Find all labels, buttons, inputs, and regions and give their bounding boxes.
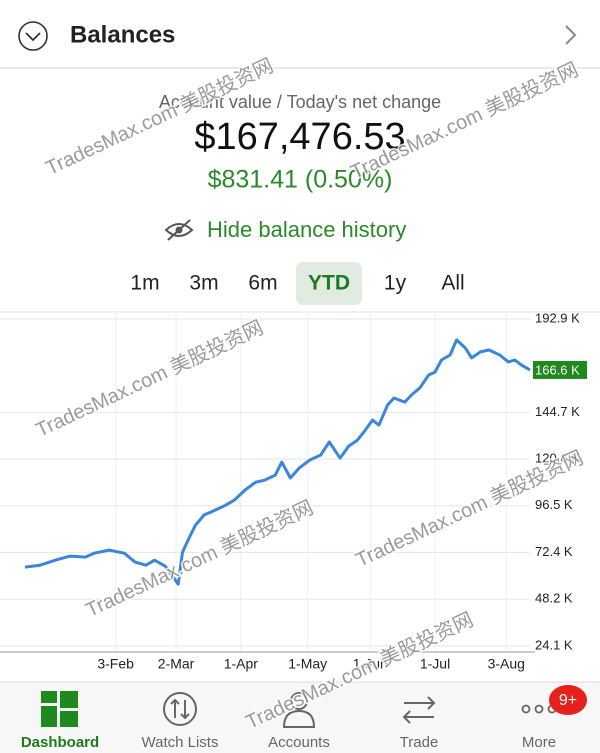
badge-bg bbox=[549, 685, 587, 715]
nav-label[interactable]: Accounts bbox=[268, 734, 330, 751]
range-label: YTD bbox=[308, 272, 350, 295]
y-tick-label: 72.4 K bbox=[535, 544, 573, 559]
collapse-button[interactable] bbox=[18, 21, 48, 51]
range-option[interactable]: YTD bbox=[296, 262, 362, 305]
balance-line bbox=[24, 338, 531, 586]
y-tick-label: 192.9 K bbox=[535, 310, 580, 325]
range-selector: 1m 3m 6m YTD 1y All bbox=[130, 262, 465, 305]
y-tick-label: 48.2 K bbox=[535, 591, 573, 606]
x-tick-label: 2-Mar bbox=[158, 656, 195, 672]
range-label: 1y bbox=[384, 272, 407, 295]
y-tick-label: 24.1 K bbox=[535, 637, 573, 652]
nav-label[interactable]: Dashboard bbox=[21, 734, 99, 751]
x-tick-label: 1-May bbox=[288, 656, 327, 672]
y-tick-label: 144.7 K bbox=[535, 404, 580, 419]
x-tick-label: 1-Jun bbox=[353, 656, 388, 672]
accounts-icon bbox=[282, 692, 316, 728]
watchlist-icon bbox=[163, 692, 197, 726]
hide-history-button[interactable]: Hide balance history bbox=[164, 217, 406, 242]
x-tick-label: 3-Aug bbox=[488, 656, 525, 672]
account-value: $167,476.53 bbox=[194, 116, 405, 158]
chart: 3-Feb 2-Mar 1-Apr 1-May 1-Jun 1-Jul 3-Aug 24.1 … bbox=[0, 310, 600, 672]
range-option[interactable]: 6m bbox=[248, 272, 277, 295]
range-selected-bg bbox=[296, 262, 362, 305]
range-option[interactable]: All bbox=[441, 272, 464, 295]
range-label: 3m bbox=[189, 272, 218, 295]
open-chevron[interactable] bbox=[565, 25, 577, 45]
eye-slash bbox=[167, 219, 191, 241]
range-label: 1m bbox=[130, 272, 159, 295]
range-option[interactable]: 1m bbox=[130, 272, 159, 295]
range-option[interactable]: 1y bbox=[384, 272, 407, 295]
toggle-label: Hide balance history bbox=[207, 217, 406, 242]
watermark: TradesMax.com 美股投资网 bbox=[82, 496, 317, 622]
current-value-box bbox=[533, 360, 587, 379]
badge-label: 9+ bbox=[559, 692, 577, 709]
y-tick-label: 96.5 K bbox=[535, 497, 573, 512]
trade-icon bbox=[402, 696, 436, 724]
account-label: Account value / Today's net change bbox=[159, 92, 441, 112]
collapse-icon bbox=[25, 32, 41, 42]
nav-label[interactable]: More bbox=[522, 734, 556, 751]
x-tick-label: 3-Feb bbox=[97, 656, 134, 672]
header-title: Balances bbox=[70, 21, 175, 48]
header: Balances bbox=[0, 21, 600, 69]
range-label: All bbox=[441, 272, 464, 295]
x-tick-label: 1-Jul bbox=[420, 656, 450, 672]
range-label: 6m bbox=[248, 272, 277, 295]
x-tick-label: 1-Apr bbox=[224, 656, 259, 672]
current-value-label: 166.6 K bbox=[535, 362, 580, 377]
range-option[interactable]: 3m bbox=[189, 272, 218, 295]
bottom-nav: Dashboard Watch Lists Accounts Trade More 9+ bbox=[0, 681, 600, 753]
dashboard-icon bbox=[41, 691, 78, 727]
watermark: TradesMax.com 美股投资网 bbox=[32, 316, 267, 442]
net-change: $831.41 (0.50%) bbox=[208, 166, 393, 194]
y-tick-label: 120.6 K bbox=[535, 450, 580, 465]
nav-label[interactable]: Watch Lists bbox=[142, 734, 219, 751]
nav-label[interactable]: Trade bbox=[400, 734, 439, 751]
